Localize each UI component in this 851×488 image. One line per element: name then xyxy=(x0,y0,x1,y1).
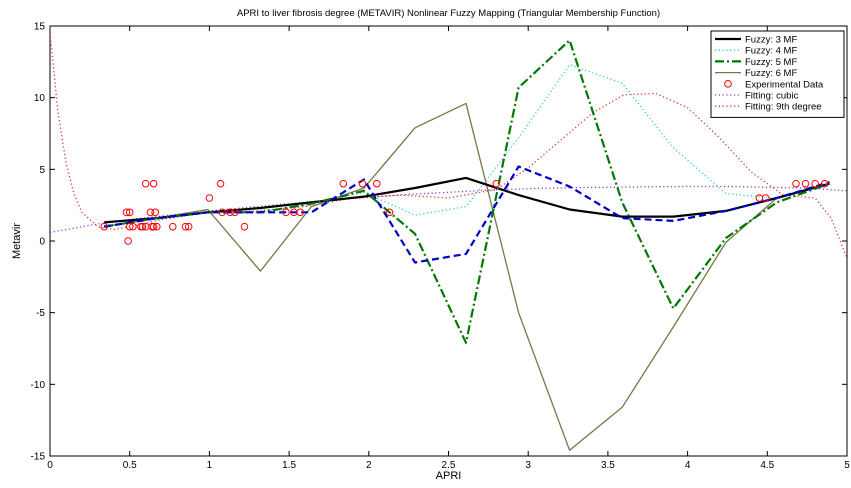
y-tick-label: 10 xyxy=(34,93,46,104)
y-tick-label: 0 xyxy=(39,237,45,248)
x-tick-label: 1 xyxy=(207,460,213,471)
legend-label: Fitting: cubic xyxy=(745,91,799,102)
legend-label: Fuzzy: 4 MF xyxy=(745,46,797,57)
data-point xyxy=(282,208,290,217)
data-point xyxy=(372,179,381,188)
x-tick-label: 0.5 xyxy=(123,460,137,471)
data-point xyxy=(125,222,134,231)
data-point xyxy=(240,222,249,231)
x-tick-label: 3 xyxy=(525,460,531,471)
legend-label: Fuzzy: 6 MF xyxy=(745,68,797,79)
data-point xyxy=(811,179,819,188)
y-tick-label: -15 xyxy=(31,452,46,463)
legend-marker xyxy=(724,80,732,88)
series-layer xyxy=(50,33,847,451)
data-point xyxy=(339,179,348,188)
legend-box xyxy=(710,30,845,118)
data-point xyxy=(124,237,132,245)
data-point xyxy=(151,208,160,217)
chart-title: APRI to liver fibrosis degree (METAVIR) … xyxy=(237,8,660,19)
data-point xyxy=(231,208,239,217)
x-tick-label: 0 xyxy=(47,460,53,471)
x-tick-label: 4.5 xyxy=(760,460,774,471)
y-tick-label: 5 xyxy=(39,165,45,176)
data-point xyxy=(141,179,150,188)
x-tick-label: 1.5 xyxy=(282,460,296,471)
x-tick-label: 5 xyxy=(844,460,850,471)
data-point xyxy=(385,208,394,217)
data-point xyxy=(100,222,108,231)
data-point xyxy=(125,208,134,217)
axis-ticks: 0 0.5 1 1.5 2 2.5 3 3.5 4 4.5 5 -15 -10 -5 0 5 10 15 xyxy=(31,22,851,472)
data-point xyxy=(168,222,177,231)
legend-label: Experimental Data xyxy=(745,79,824,90)
x-tick-label: 3.5 xyxy=(601,460,615,471)
data-point xyxy=(181,222,190,231)
data-point xyxy=(216,179,225,188)
legend-label: Fuzzy: 3 MF xyxy=(745,35,797,46)
data-point xyxy=(358,179,367,188)
x-axis-label: APRI xyxy=(436,470,462,482)
data-point xyxy=(122,208,131,217)
data-point xyxy=(138,222,147,231)
y-tick-label: 15 xyxy=(34,22,46,33)
legend-label: Fuzzy: 5 MF xyxy=(745,57,797,68)
x-tick-label: 2.5 xyxy=(442,460,456,471)
data-point xyxy=(146,208,155,217)
y-tick-label: -5 xyxy=(36,308,45,319)
data-point xyxy=(820,179,829,188)
y-tick-label: -10 xyxy=(31,380,46,391)
data-point xyxy=(129,222,137,231)
data-point xyxy=(149,179,158,188)
y-axis-label: Metavir xyxy=(11,223,23,259)
data-point xyxy=(226,208,234,217)
data-point xyxy=(184,222,193,231)
x-tick-label: 4 xyxy=(685,460,691,471)
data-point xyxy=(205,194,214,202)
data-point xyxy=(152,222,161,231)
data-point xyxy=(792,179,800,188)
data-point xyxy=(218,208,226,217)
data-point xyxy=(296,208,305,217)
data-point xyxy=(761,194,770,202)
legend-label: Fitting: 9th degree xyxy=(745,102,822,113)
data-point xyxy=(801,179,810,188)
series-line xyxy=(104,102,830,451)
data-point xyxy=(149,222,158,231)
x-tick-label: 2 xyxy=(366,460,372,471)
data-point xyxy=(492,179,501,188)
